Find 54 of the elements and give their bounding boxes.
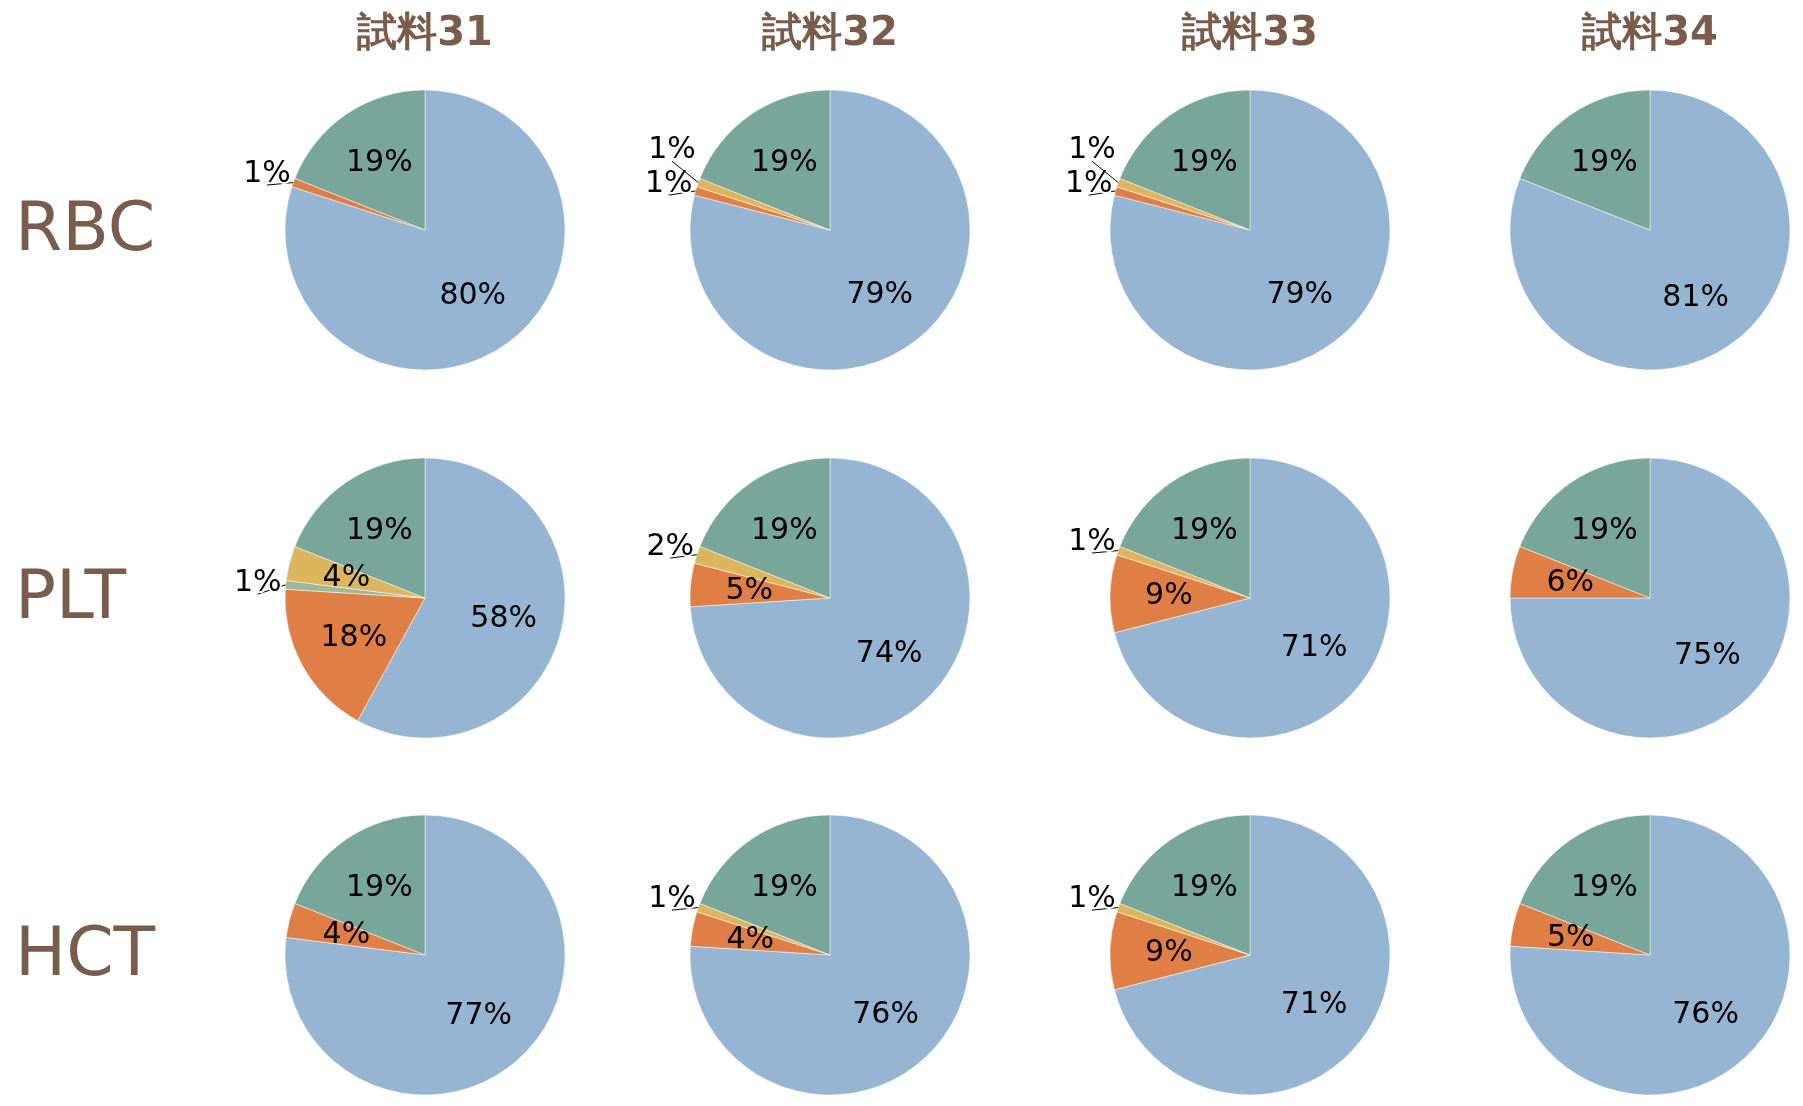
data-label: 1% <box>243 153 291 189</box>
data-label: 19% <box>751 868 818 904</box>
data-label: 19% <box>1571 868 1638 904</box>
data-label: 19% <box>751 511 818 547</box>
data-label: 9% <box>1145 932 1193 968</box>
data-label: 4% <box>322 558 371 594</box>
data-label: 2% <box>646 526 695 562</box>
data-label: 4% <box>726 920 775 956</box>
data-label: 79% <box>1266 274 1334 310</box>
data-label: 58% <box>470 598 537 634</box>
data-label: 76% <box>1672 994 1739 1030</box>
data-label: 19% <box>1571 511 1638 547</box>
chart-title: 試料33 <box>1181 8 1318 54</box>
chart-title: 試料34 <box>1581 8 1718 54</box>
data-label: 80% <box>439 276 507 312</box>
data-label: 4% <box>322 915 371 951</box>
data-label: 19% <box>751 143 818 179</box>
data-label: 1% <box>648 878 696 914</box>
data-label: 81% <box>1662 277 1729 313</box>
data-label: 79% <box>846 274 914 310</box>
text: HCT <box>15 912 156 991</box>
data-label: 1% <box>1064 163 1113 199</box>
data-label: 71% <box>1280 628 1348 664</box>
data-label: 5% <box>725 570 773 606</box>
data-label: 1% <box>1068 129 1116 165</box>
data-label: 1% <box>648 129 696 165</box>
pie-slice <box>1510 814 1791 1096</box>
data-label: 76% <box>852 994 919 1030</box>
data-label: 1% <box>233 562 282 598</box>
data-label: 6% <box>1546 563 1595 599</box>
data-label: 19% <box>1171 143 1238 179</box>
data-label: 1% <box>1068 521 1116 557</box>
data-label: 18% <box>320 617 388 653</box>
data-label: 5% <box>1546 917 1595 953</box>
data-label: 71% <box>1280 985 1348 1021</box>
data-label: 19% <box>346 511 413 547</box>
data-label: 77% <box>445 996 513 1032</box>
data-label: 19% <box>1171 868 1238 904</box>
data-label: 19% <box>1171 511 1238 547</box>
data-label: 1% <box>644 163 693 199</box>
data-label: 75% <box>1674 635 1741 671</box>
data-label: 19% <box>346 143 413 179</box>
data-label: 1% <box>1068 878 1116 914</box>
chart-title: 試料31 <box>356 8 493 54</box>
text: RBC <box>15 187 156 266</box>
data-label: 74% <box>855 634 923 670</box>
chart-title: 試料32 <box>761 8 898 54</box>
data-label: 19% <box>346 868 413 904</box>
data-label: 9% <box>1145 575 1193 611</box>
data-label: 19% <box>1571 143 1638 179</box>
pie-slice <box>284 814 566 1096</box>
pie-slice <box>1509 89 1791 371</box>
text: PLT <box>15 555 127 634</box>
pie-slice <box>1509 457 1791 739</box>
